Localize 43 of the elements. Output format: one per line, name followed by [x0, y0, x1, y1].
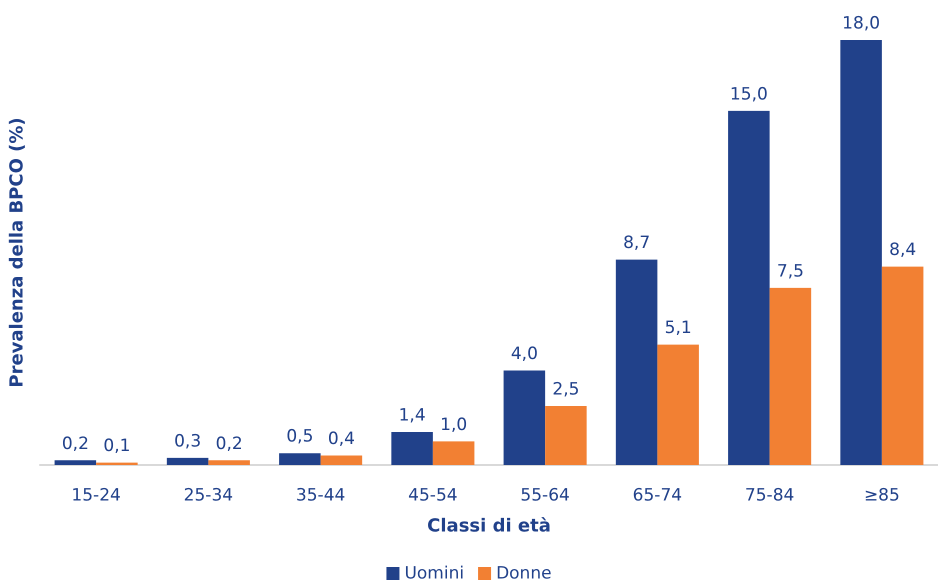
data-label: 1,4 — [398, 405, 426, 426]
bar — [616, 260, 658, 465]
legend-label: Donne — [496, 564, 552, 584]
x-tick-label: 35-44 — [296, 486, 346, 506]
bar — [166, 458, 208, 465]
bar — [840, 40, 882, 465]
x-tick-label: ≥85 — [864, 486, 900, 506]
data-label: 2,5 — [552, 379, 580, 400]
data-label: 0,3 — [174, 431, 202, 452]
data-label: 18,0 — [842, 14, 880, 34]
data-label: 7,5 — [776, 261, 804, 282]
data-label: 0,2 — [216, 434, 243, 454]
bar — [391, 432, 433, 465]
bar — [882, 266, 924, 465]
x-tick-label: 75-84 — [744, 486, 794, 506]
data-label: 0,4 — [328, 429, 355, 450]
x-tick-label: 45-54 — [408, 486, 458, 506]
data-label: 4,0 — [510, 344, 538, 364]
bar — [728, 110, 770, 465]
bar — [545, 406, 587, 465]
data-label: 0,2 — [62, 434, 89, 454]
data-label: 0,1 — [103, 436, 130, 456]
data-label: 5,1 — [664, 318, 692, 338]
x-tick-label: 25-34 — [184, 486, 234, 506]
y-axis-title: Prevalenza della BPCO (%) — [6, 117, 28, 388]
bar — [770, 288, 812, 465]
bar — [54, 460, 96, 465]
bar — [657, 344, 699, 465]
x-axis-title: Classi di età — [427, 516, 551, 536]
x-tick-label: 65-74 — [632, 486, 682, 506]
data-label: 8,7 — [623, 233, 650, 254]
data-label: 8,4 — [889, 240, 916, 260]
bar — [432, 441, 474, 465]
bar — [208, 460, 250, 465]
data-label: 15,0 — [730, 84, 768, 104]
bar — [279, 453, 321, 465]
x-tick-label: 15-24 — [71, 486, 121, 506]
bar — [320, 456, 362, 465]
data-label: 1,0 — [440, 414, 468, 435]
x-tick-label: 55-64 — [520, 486, 570, 506]
legend-label: Uomini — [404, 564, 464, 584]
bar — [504, 370, 546, 465]
data-label: 0,5 — [286, 426, 314, 447]
